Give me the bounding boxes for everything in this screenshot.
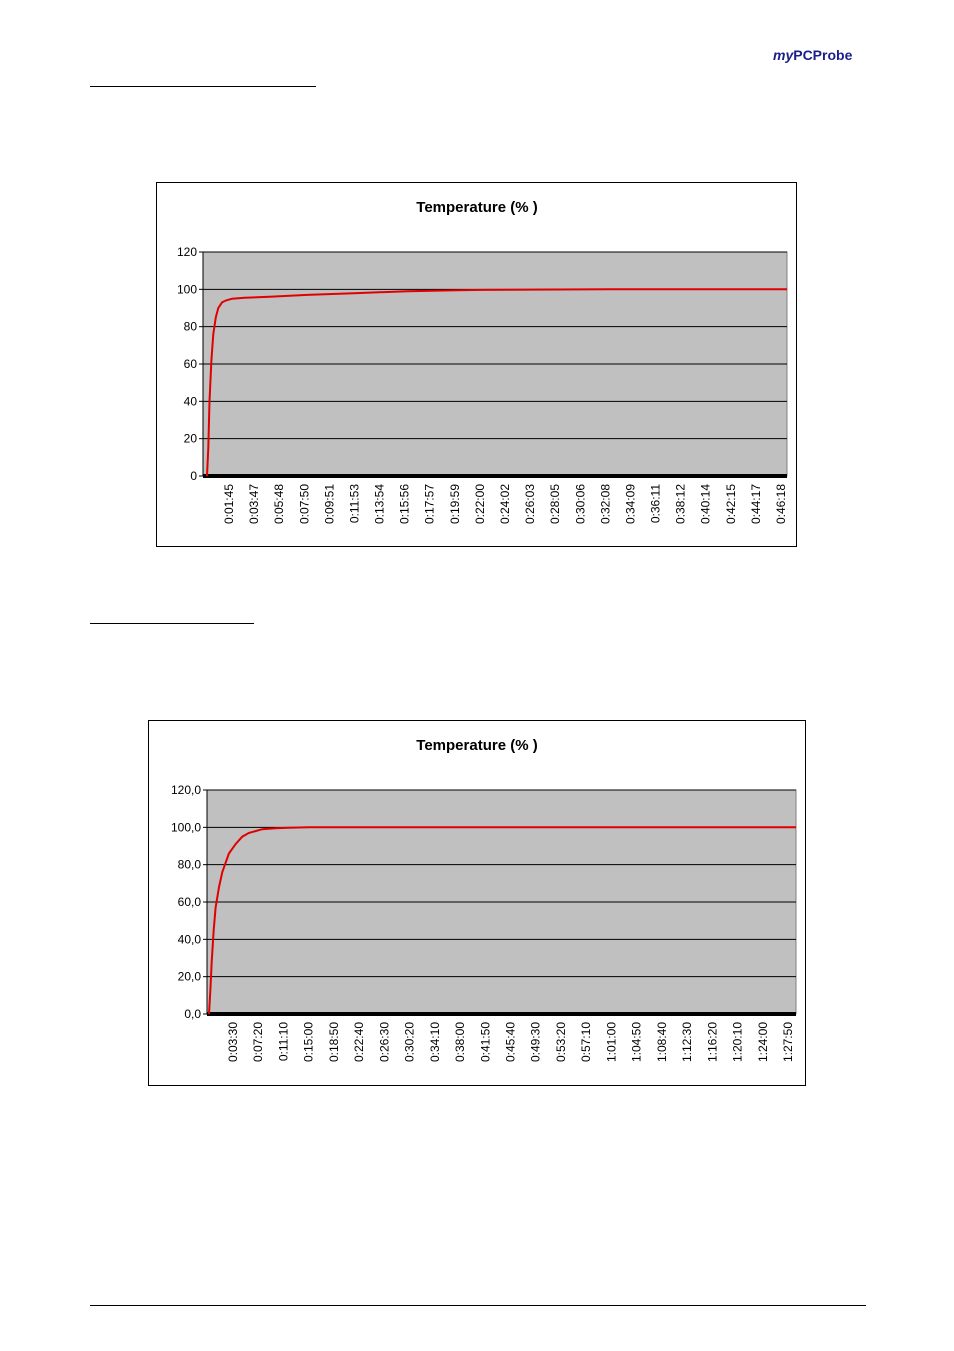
chart-1-ytick-label: 80 [184,320,198,334]
chart-2-xtick-label: 1:24:00 [756,1022,770,1062]
chart-1-xtick-label: 0:44:17 [749,484,763,524]
chart-1-xtick-label: 0:01:45 [222,484,236,524]
chart-2-xtick-label: 1:08:40 [655,1022,669,1062]
chart-2-xtick-label: 1:27:50 [781,1022,795,1062]
chart-1-xtick-label: 0:22:00 [473,484,487,524]
chart-1-ytick-label: 100 [177,282,197,296]
chart-1-xtick-label: 0:42:15 [724,484,738,524]
chart-1-xtick-label: 0:13:54 [373,484,387,524]
chart-1-ytick-label: 120 [177,245,197,259]
chart-1-xtick-label: 0:17:57 [423,484,437,524]
chart-1-xtick-label: 0:09:51 [322,484,336,524]
chart-2-xtick-label: 0:22:40 [352,1022,366,1062]
chart-2-xtick-label: 0:53:20 [554,1022,568,1062]
chart-2-ytick-label: 120,0 [171,783,201,797]
chart-2-svg: Temperature (% ) 0,0 20,0 40,0 60,0 80,0 100,0… [171,737,797,1062]
chart-1-xtick-label: 0:40:14 [699,484,713,524]
chart-1-xtick-label: 0:28:05 [548,484,562,524]
chart-1-ytick-label: 0 [190,469,197,483]
chart-1-title: Temperature (% ) [416,199,537,216]
chart-2-xtick-label: 1:16:20 [705,1022,719,1062]
chart-1-xtick-label: 0:32:08 [598,484,612,524]
chart-2-ytick-label: 100,0 [171,820,201,834]
chart-1-xtick-label: 0:36:11 [649,484,663,523]
chart-2-xtick-label: 0:07:20 [251,1022,265,1062]
chart-1-xtick-label: 0:34:09 [623,484,637,524]
chart-2-xtick-label: 0:11:10 [276,1022,290,1061]
chart-2-xtick-label: 1:20:10 [731,1022,745,1062]
chart-2-xtick-label: 0:03:30 [226,1022,240,1062]
chart-1-xtick-label: 0:46:18 [774,484,788,524]
chart-1: Temperature (% ) 0 20 40 60 80 100 120 0:01:45 0:… [156,182,797,547]
chart-1-xtick-label: 0:15:56 [398,484,412,524]
chart-2-ytick-label: 20,0 [178,970,202,984]
chart-2-xtick-label: 1:01:00 [604,1022,618,1062]
chart-1-xtick-label: 0:07:50 [297,484,311,524]
chart-2-xtick-label: 0:26:30 [377,1022,391,1062]
chart-1-ytick-label: 40 [184,394,198,408]
chart-1-xtick-label: 0:11:53 [347,484,361,523]
section-1-heading-rule [90,86,316,87]
chart-2: Temperature (% ) 0,0 20,0 40,0 60,0 80,0 100,0… [148,720,806,1086]
chart-2-xtick-label: 0:30:20 [403,1022,417,1062]
chart-1-xtick-label: 0:03:47 [247,484,261,524]
chart-1-svg: Temperature (% ) 0 20 40 60 80 100 120 0:01:45 0:… [177,199,788,524]
chart-1-series-line [206,288,787,477]
chart-2-series-line [208,826,796,1015]
section-2-heading-rule [90,623,254,624]
chart-1-xtick-label: 0:05:48 [272,484,286,524]
chart-2-xtick-label: 0:45:40 [504,1022,518,1062]
chart-2-ytick-label: 60,0 [178,895,202,909]
chart-2-xtick-label: 1:12:30 [680,1022,694,1062]
brand-logo: myPCProbe [773,47,852,63]
chart-2-ytick-label: 80,0 [178,858,202,872]
chart-2-xtick-label: 0:15:00 [302,1022,316,1062]
chart-2-xtick-label: 0:41:50 [478,1022,492,1062]
chart-1-xtick-label: 0:26:03 [523,484,537,524]
brand-suffix: PCProbe [793,47,853,63]
chart-2-xtick-label: 0:34:10 [428,1022,442,1062]
chart-2-xtick-label: 0:18:50 [327,1022,341,1062]
chart-1-xtick-label: 0:38:12 [674,484,688,524]
chart-2-ytick-label: 40,0 [178,932,202,946]
chart-1-xtick-label: 0:19:59 [448,484,462,524]
chart-2-xtick-label: 1:04:50 [630,1022,644,1062]
chart-2-ytick-label: 0,0 [184,1007,201,1021]
chart-1-xtick-label: 0:24:02 [498,484,512,524]
chart-1-xtick-label: 0:30:06 [573,484,587,524]
chart-2-title: Temperature (% ) [416,737,537,754]
footer-rule [90,1305,866,1306]
brand-prefix: my [773,47,794,63]
chart-2-xtick-label: 0:57:10 [579,1022,593,1062]
chart-1-ytick-label: 20 [184,432,198,446]
chart-2-xtick-label: 0:49:30 [529,1022,543,1062]
chart-1-ytick-label: 60 [184,357,198,371]
chart-2-xtick-label: 0:38:00 [453,1022,467,1062]
